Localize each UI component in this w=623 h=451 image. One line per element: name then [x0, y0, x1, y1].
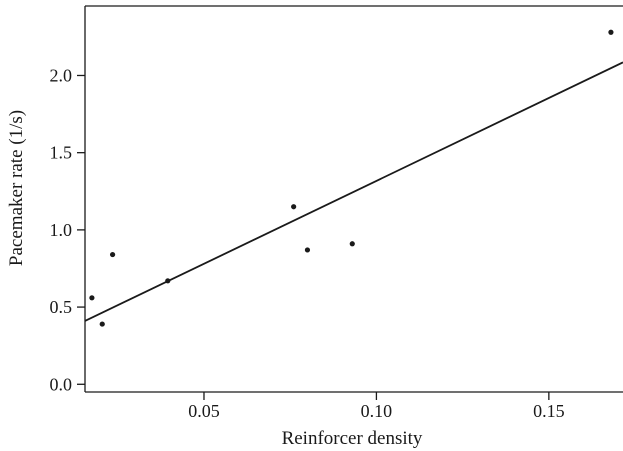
x-tick-label: 0.05: [188, 401, 220, 421]
y-tick-label: 1.0: [50, 220, 73, 240]
data-point: [89, 295, 95, 301]
regression-line: [84, 61, 623, 322]
y-tick-label: 1.5: [50, 143, 73, 163]
points-layer: [89, 29, 614, 327]
y-tick-label: 0.0: [50, 374, 73, 394]
plot-frame: [84, 5, 623, 393]
data-point: [304, 247, 311, 253]
data-point: [99, 321, 105, 327]
y-ticks: 0.0 0.5 1.0 1.5 2.0: [50, 65, 85, 394]
x-ticks: 0.05 0.10 0.15: [188, 392, 565, 421]
y-tick-label: 2.0: [50, 65, 73, 85]
data-point: [109, 251, 116, 258]
fit-line-layer: [84, 61, 623, 322]
x-axis-label: Reinforcer density: [282, 428, 423, 449]
x-tick-label: 0.10: [361, 401, 393, 421]
data-point: [165, 278, 171, 284]
data-point: [349, 241, 355, 247]
y-axis-label: Pacemaker rate (1/s): [6, 110, 27, 266]
x-tick-label: 0.15: [533, 401, 565, 421]
data-point: [291, 204, 297, 210]
y-tick-label: 0.5: [50, 297, 73, 317]
data-point: [608, 29, 614, 35]
